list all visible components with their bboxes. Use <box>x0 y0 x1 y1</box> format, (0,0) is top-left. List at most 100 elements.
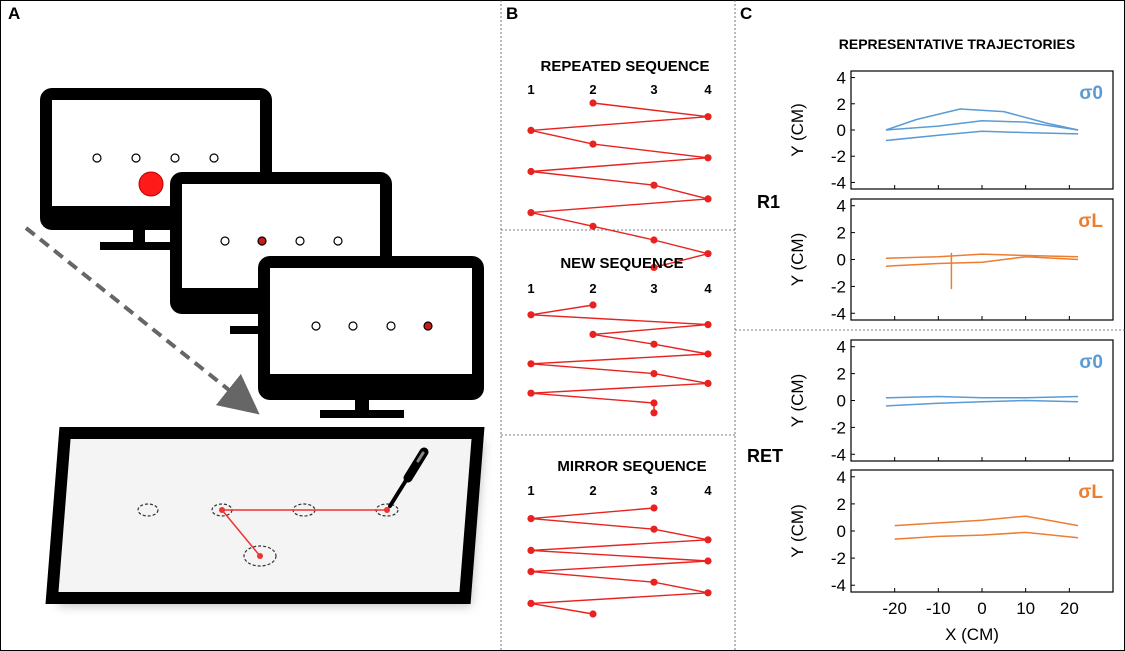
x-tick-label: 10 <box>1016 599 1035 618</box>
sequence-path <box>527 301 712 417</box>
stylus-icon <box>388 447 429 508</box>
sequence-point <box>704 350 712 358</box>
sequence-point <box>704 536 712 544</box>
sequence-point <box>527 360 535 368</box>
y-tick-label: 0 <box>837 392 846 411</box>
condition-label: σL <box>1078 482 1103 503</box>
sequence-point <box>650 236 658 244</box>
plot-frame <box>850 469 1114 593</box>
trajectory-line <box>885 130 1079 142</box>
y-tick-label: 2 <box>837 495 846 514</box>
x-tick-label: -10 <box>926 599 951 618</box>
y-tick-label: 4 <box>837 69 846 88</box>
position-label: 2 <box>589 82 596 97</box>
trajectory-subplot: -4 -2 0 2 4 Y (CM) σL <box>788 197 1114 323</box>
y-tick-label: 0 <box>837 251 846 270</box>
trajectory-line <box>885 253 1079 259</box>
sequence-point <box>527 515 535 523</box>
sequence-point <box>589 222 597 230</box>
trajectory-subplot: -4 -2 0 2 4 Y (CM) σL <box>788 468 1114 595</box>
sequence-title: REPEATED SEQUENCE <box>541 58 710 75</box>
x-tick-label: 20 <box>1060 599 1079 618</box>
sequence-block-3: MIRROR SEQUENCE 1 2 3 4 <box>527 458 712 618</box>
sequence-point <box>527 546 535 555</box>
trajectory-subplot: -4 -2 0 2 4 Y (CM) σ0 <box>788 69 1114 192</box>
panel-c: REPRESENTATIVE TRAJECTORIES R1 RET X (CM… <box>747 36 1114 644</box>
y-tick-label: -4 <box>831 173 846 192</box>
sequence-point <box>704 589 712 597</box>
y-tick-label: 4 <box>837 468 846 487</box>
y-tick-label: -2 <box>831 549 846 568</box>
y-tick-label: 4 <box>837 197 846 216</box>
y-axis-label: Y (CM) <box>788 233 807 287</box>
y-axis-label: Y (CM) <box>788 504 807 558</box>
sequence-point <box>589 99 597 107</box>
sequence-title: MIRROR SEQUENCE <box>557 458 706 475</box>
x-axis-label: X (CM) <box>945 625 999 644</box>
sequence-line <box>530 507 709 615</box>
y-tick-label: 2 <box>837 224 846 243</box>
sequence-point <box>704 379 712 387</box>
sequence-point <box>704 113 712 121</box>
sequence-point <box>704 154 712 162</box>
position-label: 3 <box>650 82 657 97</box>
sequence-point <box>650 409 658 417</box>
sequence-point <box>704 250 712 258</box>
panel-letter-a: A <box>8 4 20 23</box>
y-tick-label: -2 <box>831 277 846 296</box>
position-label: 4 <box>704 483 712 498</box>
sequence-line <box>530 304 709 413</box>
sequence-point <box>527 167 535 176</box>
sequence-point <box>527 389 535 397</box>
sequence-point <box>589 330 597 338</box>
trajectory-line <box>885 399 1079 407</box>
sequence-point <box>527 568 535 576</box>
trajectory-line <box>885 108 1079 131</box>
position-label: 4 <box>704 281 712 296</box>
time-arrow <box>24 226 260 415</box>
sequence-point <box>527 209 535 217</box>
trajectory-line <box>885 395 1079 399</box>
sequence-point <box>589 301 597 309</box>
y-tick-label: -2 <box>831 418 846 437</box>
condition-label: σ0 <box>1079 352 1103 373</box>
sequence-point <box>650 525 658 533</box>
sequence-point <box>704 557 712 565</box>
cursor-dot <box>138 171 164 197</box>
sequence-title: NEW SEQUENCE <box>560 255 683 272</box>
sequence-point <box>650 504 658 512</box>
panel-a-illustration <box>24 88 485 604</box>
trajectory-line <box>894 515 1079 527</box>
y-tick-label: -2 <box>831 147 846 166</box>
sequence-point <box>527 126 535 134</box>
panel-c-title: REPRESENTATIVE TRAJECTORIES <box>839 36 1075 52</box>
sequence-point <box>527 599 535 608</box>
panel-letter-b: B <box>506 4 518 23</box>
condition-label: σL <box>1078 211 1103 232</box>
y-axis-label: Y (CM) <box>788 374 807 428</box>
y-tick-label: 2 <box>837 95 846 114</box>
row-label-ret: RET <box>747 446 783 466</box>
x-tick-label: 0 <box>977 599 986 618</box>
position-label: 1 <box>527 82 534 97</box>
monitor-1 <box>40 88 272 250</box>
sequence-point <box>650 370 658 378</box>
trajectory-subplot: -4 -2 0 2 4 Y (CM) σ0 <box>788 338 1114 464</box>
sequence-path <box>527 99 712 271</box>
trajectory-line <box>885 256 1079 267</box>
trajectory-line <box>894 531 1079 540</box>
sequence-point <box>589 140 597 148</box>
sequence-point <box>589 610 597 618</box>
sequence-point <box>650 399 658 407</box>
sequence-line <box>530 102 709 269</box>
y-tick-label: 0 <box>837 121 846 140</box>
monitor-3 <box>258 256 484 418</box>
plot-frame <box>850 339 1114 462</box>
position-label: 1 <box>527 483 534 498</box>
sequence-path <box>527 504 712 618</box>
trajectory-line <box>885 120 1079 131</box>
sequence-point <box>650 181 658 189</box>
y-tick-label: 2 <box>837 365 846 384</box>
position-label: 2 <box>589 483 596 498</box>
